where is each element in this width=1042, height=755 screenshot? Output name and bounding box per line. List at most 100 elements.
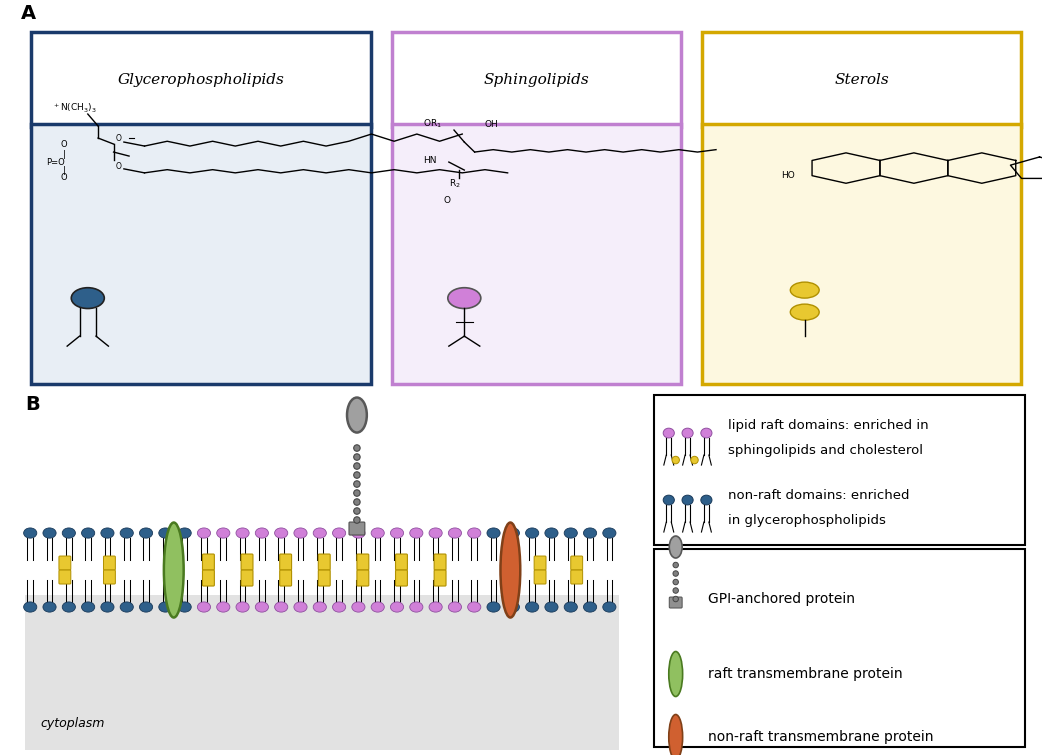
Ellipse shape	[500, 522, 520, 618]
Ellipse shape	[673, 588, 678, 593]
Ellipse shape	[353, 481, 361, 487]
Text: sphingolipids and cholesterol: sphingolipids and cholesterol	[728, 443, 923, 457]
Ellipse shape	[353, 490, 361, 496]
FancyBboxPatch shape	[669, 597, 683, 608]
Text: O: O	[60, 140, 68, 149]
Ellipse shape	[410, 602, 423, 612]
Ellipse shape	[371, 602, 384, 612]
Ellipse shape	[353, 463, 361, 470]
Ellipse shape	[314, 602, 326, 612]
FancyBboxPatch shape	[31, 124, 371, 384]
Ellipse shape	[81, 602, 95, 612]
Ellipse shape	[217, 602, 230, 612]
FancyBboxPatch shape	[103, 570, 116, 584]
Ellipse shape	[663, 495, 674, 505]
FancyBboxPatch shape	[25, 595, 619, 750]
FancyBboxPatch shape	[435, 554, 446, 570]
Ellipse shape	[506, 528, 519, 538]
Ellipse shape	[71, 288, 104, 309]
Ellipse shape	[332, 528, 346, 538]
Ellipse shape	[353, 499, 361, 505]
Ellipse shape	[158, 602, 172, 612]
FancyBboxPatch shape	[571, 570, 582, 584]
Ellipse shape	[669, 536, 683, 558]
FancyBboxPatch shape	[202, 554, 215, 570]
FancyBboxPatch shape	[701, 32, 1021, 127]
Ellipse shape	[545, 528, 559, 538]
Text: OH: OH	[485, 119, 499, 128]
Bar	[654, 549, 1025, 747]
Ellipse shape	[673, 596, 678, 602]
Text: B: B	[25, 395, 40, 414]
Ellipse shape	[669, 714, 683, 755]
FancyBboxPatch shape	[59, 570, 71, 584]
Ellipse shape	[353, 472, 361, 478]
Ellipse shape	[178, 602, 192, 612]
Ellipse shape	[564, 602, 577, 612]
Text: O: O	[116, 134, 122, 143]
Ellipse shape	[545, 602, 559, 612]
Text: raft transmembrane protein: raft transmembrane protein	[709, 667, 903, 681]
Ellipse shape	[429, 528, 442, 538]
FancyBboxPatch shape	[318, 554, 330, 570]
Ellipse shape	[506, 602, 519, 612]
Bar	[654, 395, 1025, 545]
FancyBboxPatch shape	[30, 565, 615, 575]
Ellipse shape	[468, 528, 480, 538]
Ellipse shape	[487, 602, 500, 612]
Ellipse shape	[602, 602, 616, 612]
FancyBboxPatch shape	[103, 556, 116, 570]
Ellipse shape	[564, 528, 577, 538]
Text: R$_2$: R$_2$	[449, 178, 461, 190]
Ellipse shape	[353, 445, 361, 451]
Ellipse shape	[217, 528, 230, 538]
FancyBboxPatch shape	[392, 124, 680, 384]
Ellipse shape	[371, 528, 384, 538]
Ellipse shape	[673, 579, 678, 585]
FancyBboxPatch shape	[31, 32, 371, 127]
Text: cytoplasm: cytoplasm	[41, 717, 104, 730]
Ellipse shape	[275, 602, 288, 612]
Ellipse shape	[701, 495, 712, 505]
Ellipse shape	[410, 528, 423, 538]
Ellipse shape	[178, 528, 192, 538]
Ellipse shape	[24, 602, 36, 612]
Text: lipid raft domains: enriched in: lipid raft domains: enriched in	[728, 418, 928, 432]
Ellipse shape	[353, 516, 361, 523]
Ellipse shape	[669, 652, 683, 697]
FancyBboxPatch shape	[59, 556, 71, 570]
FancyBboxPatch shape	[241, 554, 253, 570]
Ellipse shape	[391, 528, 403, 538]
Text: O: O	[60, 173, 68, 182]
Ellipse shape	[691, 456, 698, 464]
Text: in glycerophospholipids: in glycerophospholipids	[728, 513, 886, 526]
FancyBboxPatch shape	[349, 522, 365, 535]
Ellipse shape	[332, 602, 346, 612]
Text: O: O	[116, 162, 122, 171]
Ellipse shape	[63, 602, 75, 612]
Text: |: |	[63, 149, 66, 159]
Ellipse shape	[683, 428, 693, 438]
Ellipse shape	[63, 528, 75, 538]
Ellipse shape	[24, 528, 36, 538]
FancyBboxPatch shape	[396, 570, 407, 586]
Text: non-raft domains: enriched: non-raft domains: enriched	[728, 488, 910, 501]
Ellipse shape	[663, 428, 674, 438]
Ellipse shape	[487, 528, 500, 538]
Text: P=O: P=O	[47, 158, 66, 167]
Ellipse shape	[140, 602, 152, 612]
Ellipse shape	[525, 602, 539, 612]
Ellipse shape	[352, 528, 365, 538]
Ellipse shape	[584, 602, 597, 612]
Ellipse shape	[294, 602, 307, 612]
Text: HN: HN	[423, 156, 437, 165]
Text: Glycerophospholipids: Glycerophospholipids	[118, 72, 284, 87]
FancyBboxPatch shape	[357, 570, 369, 586]
Text: Sterols: Sterols	[834, 72, 889, 87]
Text: $^+$N(CH$_3$)$_3$: $^+$N(CH$_3$)$_3$	[52, 101, 97, 115]
FancyBboxPatch shape	[318, 570, 330, 586]
Ellipse shape	[602, 528, 616, 538]
Text: HO: HO	[782, 171, 795, 180]
Ellipse shape	[790, 304, 819, 320]
Text: OR$_1$: OR$_1$	[423, 118, 442, 131]
